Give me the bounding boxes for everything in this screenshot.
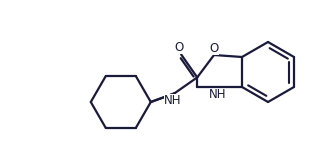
Text: NH: NH (164, 94, 181, 107)
Text: O: O (209, 41, 219, 54)
Text: NH: NH (209, 88, 226, 101)
Text: O: O (175, 41, 184, 54)
